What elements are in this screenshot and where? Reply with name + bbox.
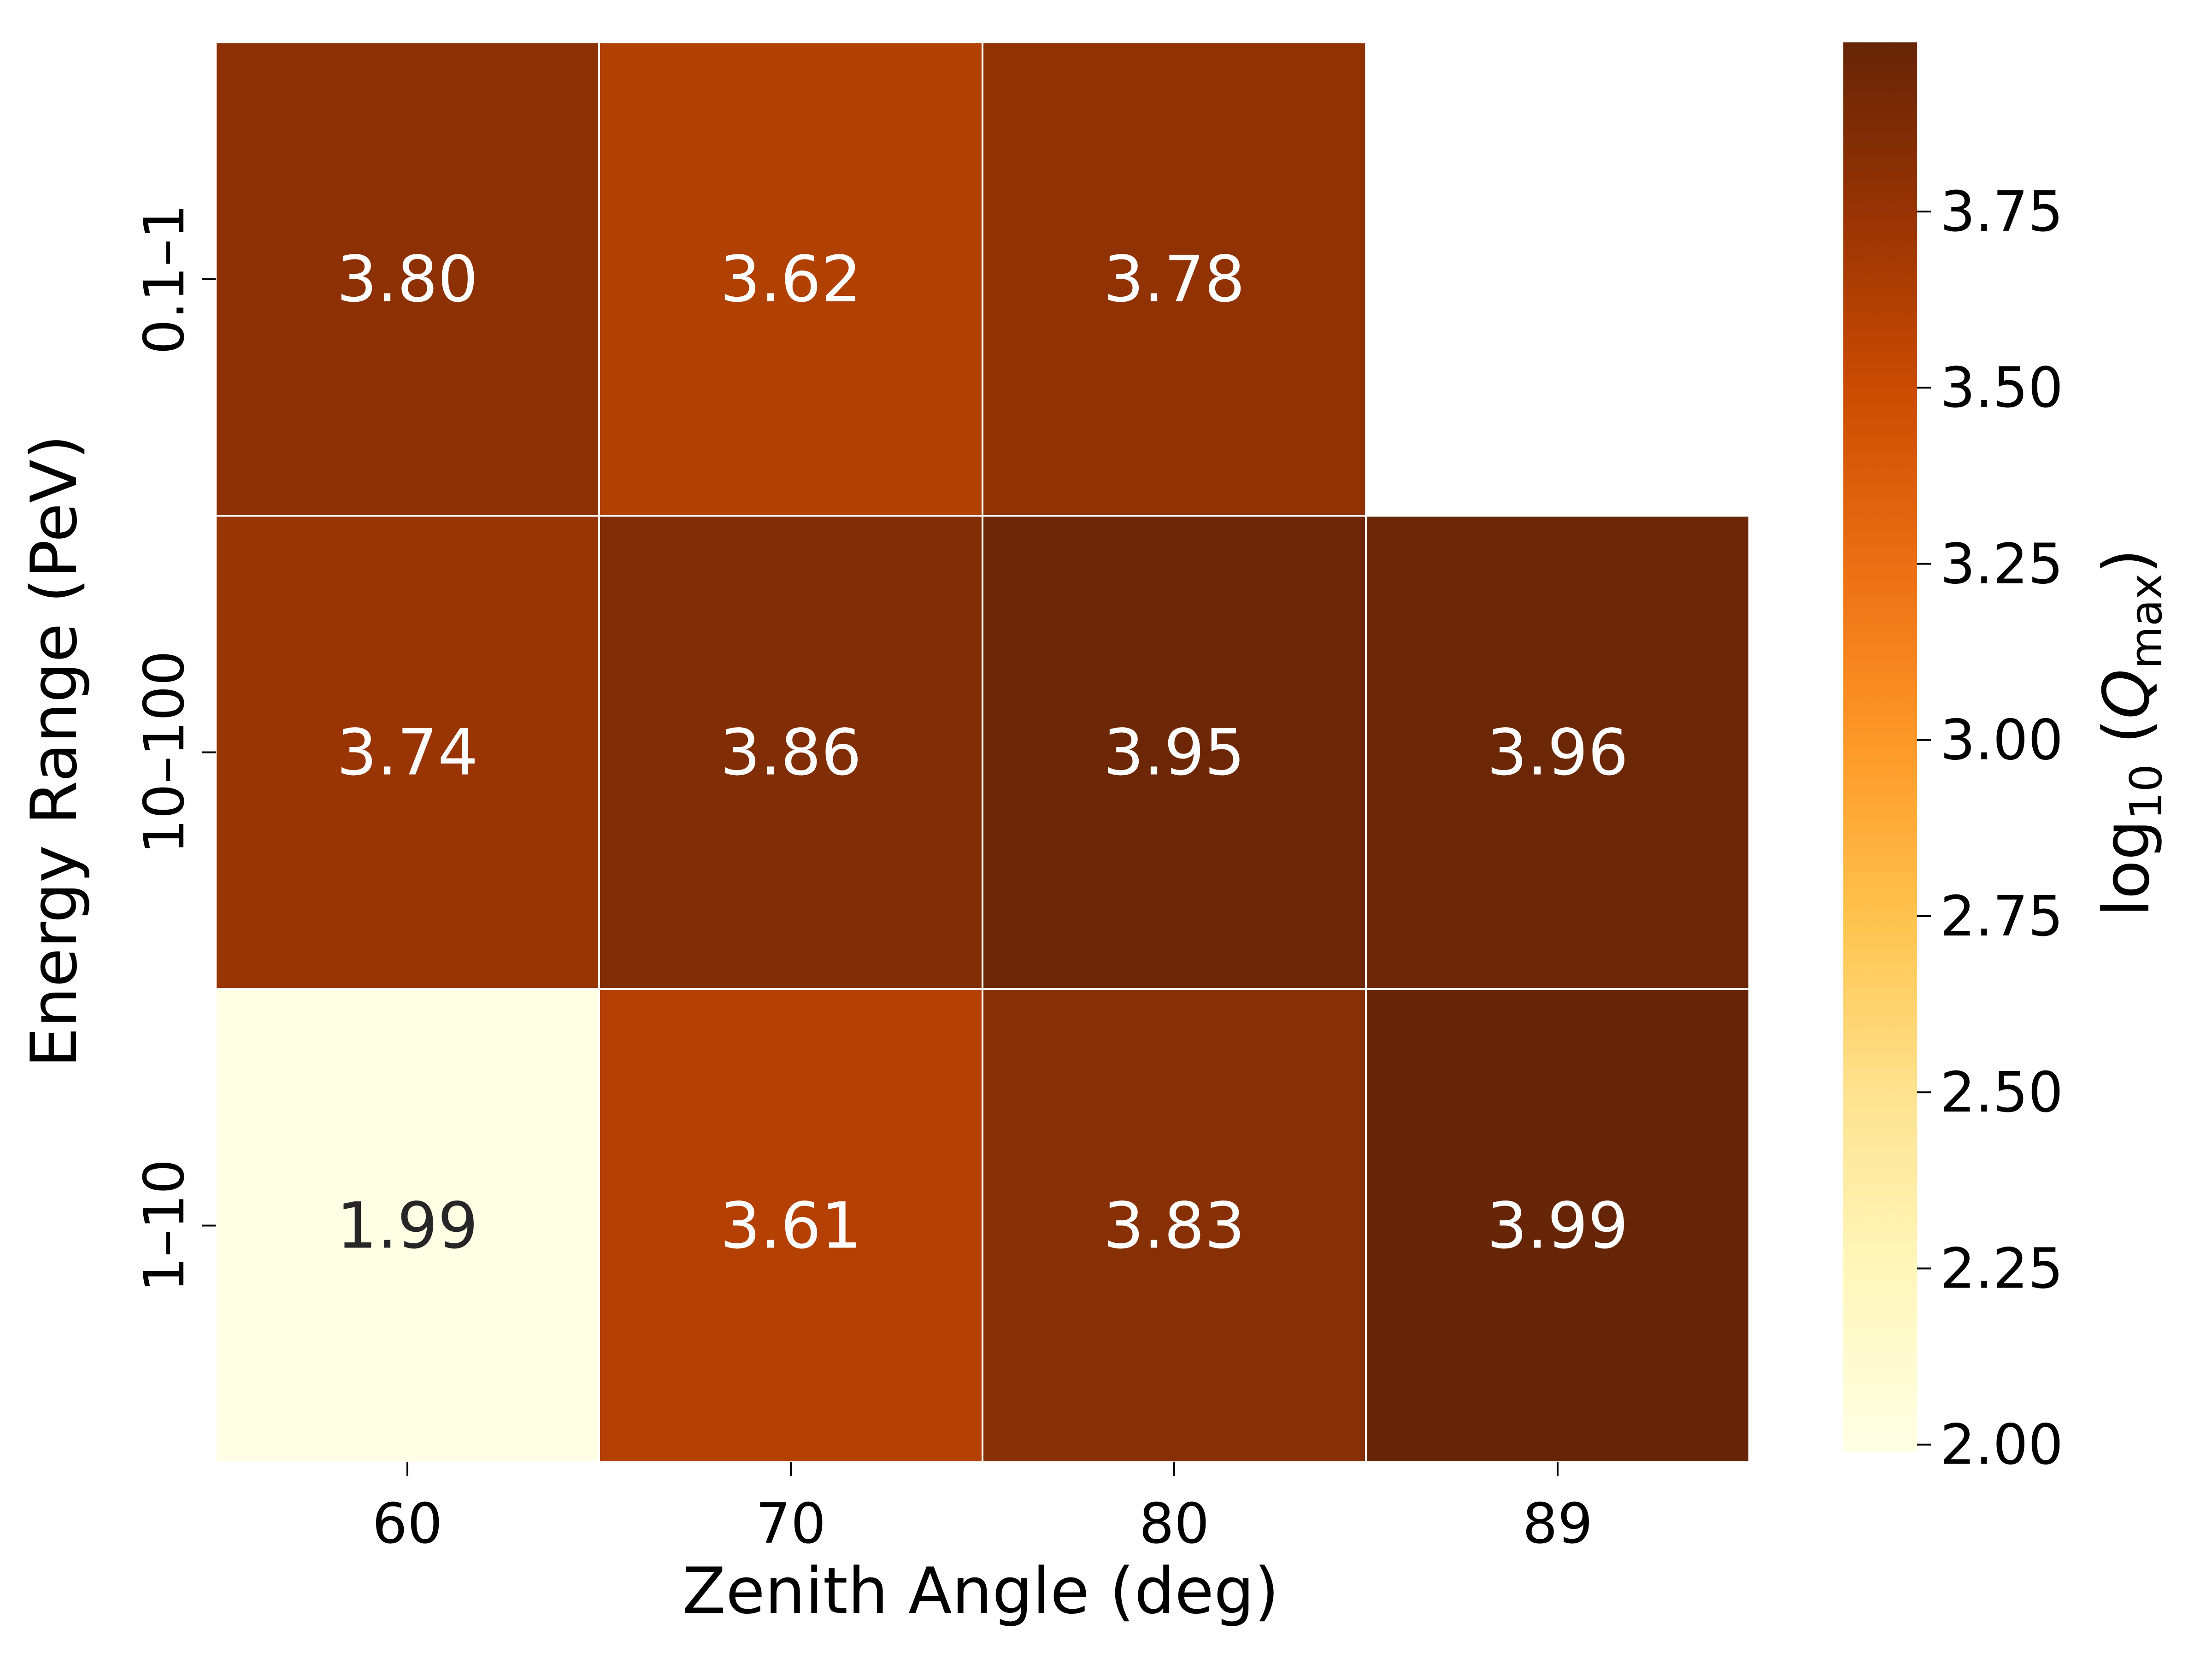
colorbar-tick-label: 3.75 (1940, 180, 2063, 244)
cell-value-label: 3.99 (1487, 1189, 1628, 1263)
colorbar-label-prefix: log (2089, 820, 2164, 917)
x-tick-label: 80 (1139, 1492, 1210, 1556)
colorbar: 2.00 2.25 2.50 2.75 3.00 3.25 3.50 3.75 log10 (… (1843, 42, 2172, 1477)
colorbar-label-var: Q (2089, 669, 2164, 719)
colorbar-gradient (1843, 42, 1917, 1452)
cell-value-label: 3.61 (720, 1189, 861, 1263)
y-axis: 0.1–1 10–100 1–10 (133, 204, 216, 1292)
heatmap-cell (215, 988, 600, 1463)
colorbar-tick-label: 2.25 (1940, 1237, 2063, 1301)
x-tick-label: 60 (372, 1492, 443, 1556)
heatmap-cell (982, 988, 1367, 1463)
heatmap-cell (1365, 515, 1750, 990)
cell-value-label: 1.99 (336, 1189, 478, 1263)
cell-value-label: 3.80 (336, 242, 478, 317)
colorbar-tick-label: 2.00 (1940, 1413, 2063, 1477)
y-tick-label: 0.1–1 (133, 204, 197, 354)
colorbar-label-sub: 10 (2121, 764, 2172, 820)
y-tick-label: 1–10 (133, 1159, 197, 1292)
colorbar-tick-label: 3.50 (1940, 356, 2063, 420)
heatmap-cells (215, 41, 1750, 1463)
colorbar-tick-label: 2.75 (1940, 885, 2063, 949)
heatmap-value-labels: 3.80 3.62 3.78 3.74 3.86 3.95 3.96 1.99 3.61 3.83… (336, 242, 1628, 1263)
heatmap-cell (215, 41, 600, 517)
x-tick-label: 70 (756, 1492, 826, 1556)
cell-value-label: 3.78 (1103, 242, 1245, 317)
heatmap-cell (598, 515, 983, 990)
colorbar-tick-label: 3.25 (1940, 532, 2063, 596)
heatmap-cell (215, 515, 600, 990)
heatmap-cell (982, 515, 1367, 990)
heatmap-cell (598, 41, 983, 517)
cell-value-label: 3.95 (1103, 716, 1245, 790)
x-tick-label: 89 (1523, 1492, 1593, 1556)
cell-value-label: 3.62 (720, 242, 861, 317)
colorbar-tick-label: 2.50 (1940, 1061, 2063, 1125)
cell-value-label: 3.83 (1103, 1189, 1245, 1263)
heatmap-cell (982, 41, 1367, 517)
x-axis-label: Zenith Angle (deg) (682, 1554, 1279, 1628)
y-axis-label: Energy Range (PeV) (17, 435, 91, 1068)
colorbar-ticks: 2.00 2.25 2.50 2.75 3.00 3.25 3.50 3.75 (1917, 180, 2063, 1477)
cell-value-label: 3.96 (1487, 716, 1628, 790)
colorbar-label-var-sub: max (2121, 574, 2172, 669)
cell-value-label: 3.74 (336, 716, 478, 790)
colorbar-label: log10 (Qmax) (2089, 549, 2172, 917)
colorbar-tick-label: 3.00 (1940, 709, 2063, 773)
cell-value-label: 3.86 (720, 716, 861, 790)
heatmap-cell (1365, 988, 1750, 1463)
x-axis: 60 70 80 89 (372, 1462, 1593, 1556)
y-tick-label: 10–100 (133, 651, 197, 854)
